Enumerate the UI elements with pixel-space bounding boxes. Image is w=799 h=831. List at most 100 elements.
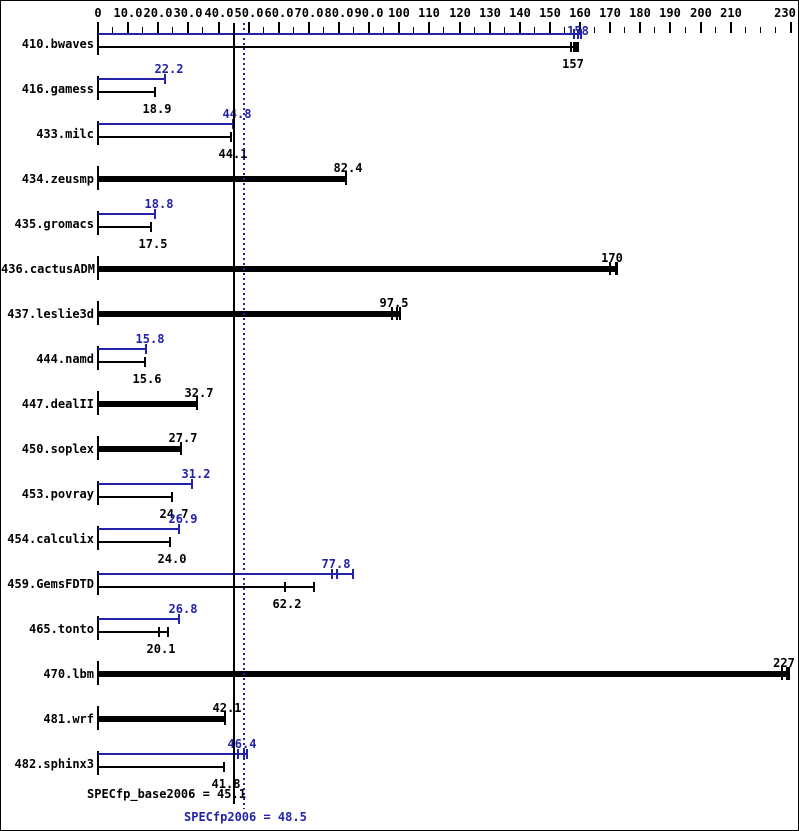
axis-tick-label: 10.0	[113, 6, 143, 20]
axis-major-tick	[700, 22, 702, 33]
axis-tick-label: 30.0	[173, 6, 203, 20]
axis-tick-label: 200	[690, 6, 712, 20]
base-bar	[98, 46, 578, 48]
row-axis-baseline	[97, 211, 99, 235]
axis-tick-label: 140	[509, 6, 531, 20]
base-bar	[98, 716, 225, 722]
base-value-label: 170	[601, 251, 623, 265]
bar-end-tick	[144, 357, 146, 367]
axis-major-tick	[187, 22, 189, 33]
base-value-label: 27.7	[168, 431, 198, 445]
run-result-tick	[786, 667, 788, 680]
axis-tick-label: 230	[774, 6, 796, 20]
axis-tick-label: 210	[720, 6, 742, 20]
axis-major-tick	[278, 22, 280, 33]
axis-major-tick	[398, 22, 400, 33]
base-bar	[98, 586, 314, 588]
benchmark-name: 482.sphinx3	[14, 757, 94, 771]
bar-end-tick	[352, 569, 354, 579]
benchmark-name: 416.gamess	[21, 82, 94, 96]
base-value-label: 15.6	[132, 372, 162, 386]
row-axis-baseline	[97, 121, 99, 145]
run-result-tick	[577, 29, 579, 39]
axis-tick-label: 170	[599, 6, 621, 20]
run-result-tick	[573, 42, 575, 52]
bar-end-tick	[577, 42, 579, 52]
axis-tick-label: 150	[539, 6, 561, 20]
axis-minor-tick	[353, 27, 354, 33]
axis-major-tick	[127, 22, 129, 33]
axis-minor-tick	[564, 27, 565, 33]
axis-major-tick	[639, 22, 641, 33]
axis-minor-tick	[624, 27, 625, 33]
base-bar	[98, 496, 172, 498]
peak-bar	[98, 573, 353, 575]
base-value-label: 24.0	[157, 552, 187, 566]
base-value-label: 17.5	[138, 237, 168, 251]
axis-tick-label: 80.0	[324, 6, 354, 20]
axis-minor-tick	[413, 27, 414, 33]
base-bar	[98, 446, 181, 452]
axis-major-tick	[549, 22, 551, 33]
axis-tick-label: 20.0	[143, 6, 173, 20]
bar-end-tick	[196, 397, 198, 410]
axis-major-tick	[459, 22, 461, 33]
axis-minor-tick	[443, 27, 444, 33]
base-value-label: 42.1	[212, 701, 242, 715]
benchmark-name: 459.GemsFDTD	[7, 577, 94, 591]
axis-minor-tick	[383, 27, 384, 33]
row-axis-baseline	[97, 616, 99, 640]
benchmark-name: 447.dealII	[21, 397, 94, 411]
axis-tick-label: 40.0	[204, 6, 234, 20]
base-bar	[98, 671, 789, 677]
axis-minor-tick	[654, 27, 655, 33]
base-bar	[98, 136, 231, 138]
axis-tick-label: 110	[418, 6, 440, 20]
peak-mean-reference-line	[243, 23, 245, 809]
peak-bar	[98, 213, 155, 215]
base-value-label: 62.2	[272, 597, 302, 611]
row-axis-baseline	[97, 571, 99, 595]
axis-minor-tick	[263, 27, 264, 33]
peak-bar	[98, 78, 165, 80]
bar-end-tick	[150, 222, 152, 232]
peak-bar	[98, 33, 581, 35]
benchmark-name: 434.zeusmp	[21, 172, 94, 186]
run-result-tick	[573, 29, 575, 39]
bar-end-tick	[580, 29, 582, 39]
row-axis-baseline	[97, 481, 99, 505]
benchmark-name: 454.calculix	[7, 532, 94, 546]
specfp2006-mean-label: SPECfp2006 = 48.5	[184, 810, 307, 824]
axis-major-tick	[157, 22, 159, 33]
axis-major-tick	[730, 22, 732, 33]
axis-tick-label: 190	[659, 6, 681, 20]
base-mean-reference-line	[233, 23, 235, 804]
peak-value-label: 15.8	[135, 332, 165, 346]
axis-major-tick	[519, 22, 521, 33]
row-axis-baseline	[97, 76, 99, 100]
axis-minor-tick	[745, 27, 746, 33]
run-result-tick	[237, 749, 239, 759]
peak-value-label: 44.8	[222, 107, 252, 121]
axis-tick-label: 180	[629, 6, 651, 20]
axis-minor-tick	[202, 27, 203, 33]
peak-bar	[98, 483, 192, 485]
bar-end-tick	[145, 344, 147, 354]
bar-end-tick	[223, 762, 225, 772]
peak-value-label: 26.8	[168, 602, 198, 616]
axis-tick-label: 50.0	[234, 6, 264, 20]
axis-minor-tick	[775, 27, 776, 33]
benchmark-name: 433.milc	[36, 127, 94, 141]
base-value-label: 20.1	[146, 642, 176, 656]
base-bar	[98, 176, 346, 182]
peak-bar	[98, 123, 233, 125]
peak-value-label: 22.2	[154, 62, 184, 76]
peak-bar	[98, 618, 179, 620]
benchmark-name: 453.povray	[21, 487, 94, 501]
run-result-tick	[609, 262, 611, 275]
row-axis-baseline	[97, 346, 99, 370]
run-result-tick	[396, 307, 398, 320]
axis-major-tick	[338, 22, 340, 33]
axis-major-tick	[579, 22, 581, 33]
base-bar	[98, 766, 224, 768]
